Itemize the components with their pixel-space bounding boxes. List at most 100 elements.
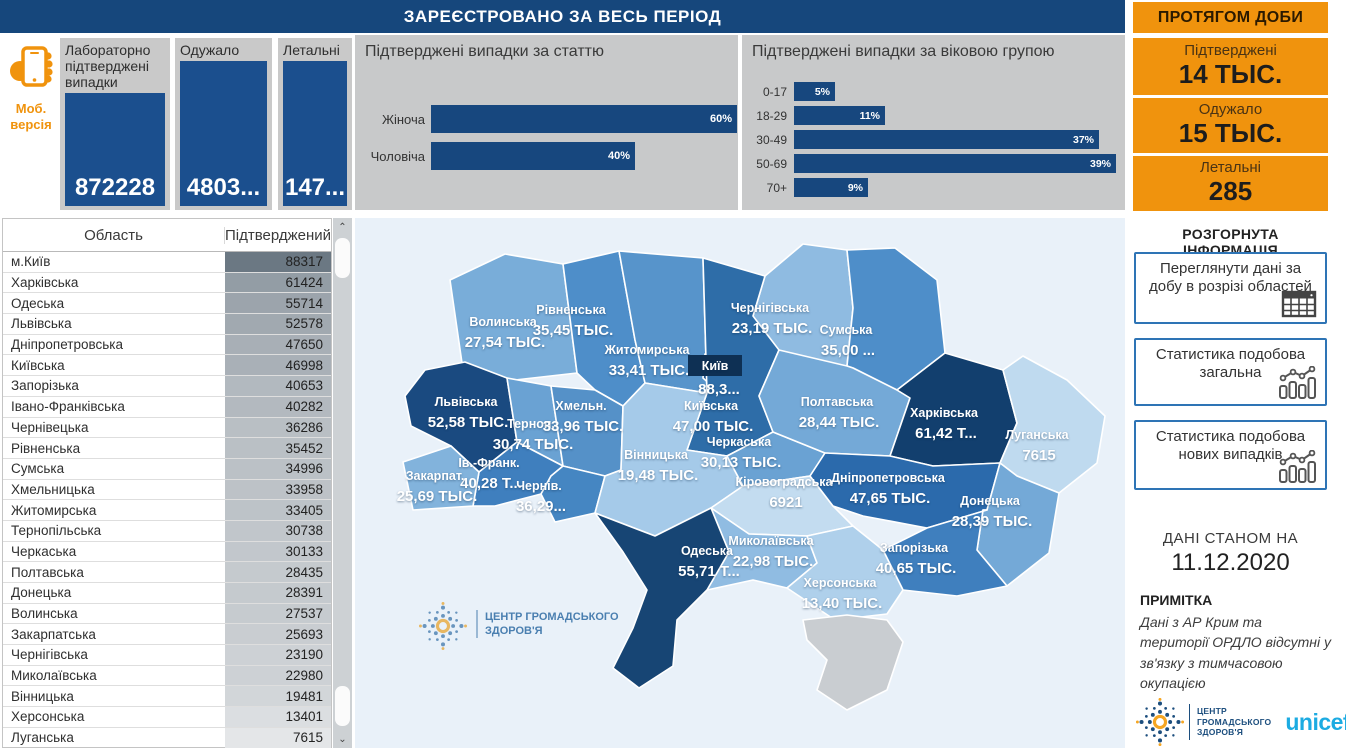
kpi-card-box: 4803... (180, 61, 267, 206)
confirmed-value-cell: 13401 (225, 707, 331, 727)
mobile-version-label: Моб. версія (10, 101, 52, 133)
bar-value-label: 9% (847, 181, 863, 194)
region-name-cell: Полтавська (11, 564, 84, 580)
table-row-Запорізька[interactable]: Запорізька 40653 (3, 376, 331, 397)
table-row-Вінницька[interactable]: Вінницька 19481 (3, 686, 331, 708)
region-name-cell: м.Київ (11, 254, 51, 270)
region-name-cell: Луганська (11, 730, 74, 746)
table-row-Одеська[interactable]: Одеська 55714 (3, 293, 331, 315)
region-name-cell: Львівська (11, 316, 72, 332)
region-name-cell: Сумська (11, 461, 65, 477)
confirmed-value-cell: 35452 (225, 438, 331, 458)
confirmed-value-cell: 7615 (225, 727, 331, 748)
confirmed-value-cell: 33958 (225, 479, 331, 500)
table-row-Львівська[interactable]: Львівська 52578 (3, 314, 331, 335)
table-row-Чернігівська[interactable]: Чернігівська 23190 (3, 645, 331, 666)
kpi-card-box: 147... (283, 61, 347, 206)
bar-category-label: 30-49 (756, 132, 787, 147)
daily-card-value: 15 ТЫС. (1178, 117, 1283, 148)
bar-category-label: 50-69 (756, 156, 787, 171)
bar-category-label: Чоловіча (370, 148, 425, 164)
confirmed-value-cell: 22980 (225, 665, 331, 686)
confirmed-value-cell: 28435 (225, 562, 331, 582)
region-name-cell: Хмельницька (11, 481, 95, 497)
map-region-volyn[interactable] (449, 253, 578, 381)
table-row-Сумська[interactable]: Сумська 34996 (3, 458, 331, 480)
table-row-Київська[interactable]: Київська 46998 (3, 355, 331, 377)
confirmed-value-cell: 40653 (225, 376, 331, 396)
button-label: Статистика подобова нових випадків (1155, 428, 1306, 463)
table-row-Івано-Франківська[interactable]: Івано-Франківська 40282 (3, 396, 331, 418)
main-header: ЗАРЕЄСТРОВАНО ЗА ВЕСЬ ПЕРІОД (0, 0, 1125, 33)
region-name-cell: Тернопільська (11, 523, 102, 539)
confirmed-value-cell: 88317 (225, 252, 331, 272)
table-row-Житомирська[interactable]: Житомирська 33405 (3, 500, 331, 521)
button-label: Переглянути дані за добу в розрізі облас… (1149, 260, 1312, 295)
table-row-Тернопільська[interactable]: Тернопільська 30738 (3, 520, 331, 542)
table-row-Чернівецька[interactable]: Чернівецька 36286 (3, 417, 331, 439)
bar-Жіноча[interactable]: 60% (431, 105, 737, 133)
table-row-Луганська[interactable]: Луганська 7615 (3, 727, 331, 748)
daily-stats-total-button[interactable]: Статистика подобова загальна (1134, 338, 1327, 406)
table-row-Волинська[interactable]: Волинська 27537 (3, 603, 331, 625)
bar-value-label: 11% (859, 109, 880, 122)
scroll-up-arrow[interactable]: ⌃ (338, 221, 347, 233)
confirmed-value-cell: 55714 (225, 293, 331, 314)
map-region-zakarpattia[interactable] (402, 445, 480, 511)
kpi-card-title: Летальні (283, 42, 340, 58)
table-row-Полтавська[interactable]: Полтавська 28435 (3, 562, 331, 583)
age-chart-title: Підтверджені випадки за віковою групою (752, 43, 1055, 60)
scroll-down-arrow[interactable]: ⌄ (338, 733, 347, 745)
bar-value-label: 40% (607, 150, 630, 162)
bar-18-29[interactable]: 11% (794, 106, 885, 125)
table-row-Рівненська[interactable]: Рівненська 35452 (3, 438, 331, 459)
map-region-luhansk[interactable] (999, 355, 1106, 494)
confirmed-value-cell: 33405 (225, 500, 331, 520)
column-header-confirmed: Підтверджений (224, 226, 332, 244)
note-title: ПРИМІТКА (1140, 592, 1213, 608)
bar-30-49[interactable]: 37% (794, 130, 1099, 149)
scrollbar-thumb-bottom[interactable] (335, 686, 350, 726)
confirmed-value-cell: 23190 (225, 645, 331, 665)
map-region-zaporizhzhia[interactable] (882, 509, 1008, 597)
table-row-Харківська[interactable]: Харківська 61424 (3, 272, 331, 294)
table-row-Черкаська[interactable]: Черкаська 30133 (3, 541, 331, 563)
map-region-odesa[interactable] (594, 507, 730, 689)
scrollbar-thumb-top[interactable] (335, 238, 350, 278)
bar-0-17[interactable]: 5% (794, 82, 835, 101)
bar-value-label: 5% (814, 85, 830, 98)
table-row-м.Київ[interactable]: м.Київ 88317 (3, 252, 331, 273)
table-row-Хмельницька[interactable]: Хмельницька 33958 (3, 479, 331, 501)
map-region-khmelnytskyi[interactable] (550, 385, 624, 477)
combo-chart-icon (1279, 450, 1316, 483)
phc-logo-text: ЦЕНТР ГРОМАДСЬКОГО ЗДОРОВ'Я (1197, 706, 1272, 738)
region-name-cell: Закарпатська (11, 626, 96, 642)
table-row-Миколаївська[interactable]: Миколаївська 22980 (3, 665, 331, 687)
kpi-card-title: Одужало (180, 42, 240, 58)
table-body: м.Київ 88317 Харківська 61424 Одеська 55714 Ль… (3, 252, 331, 748)
table-row-Донецька[interactable]: Донецька 28391 (3, 583, 331, 604)
daily-card-value: 14 ТЫС. (1178, 58, 1283, 89)
mobile-version-link[interactable]: Моб. версія (4, 44, 58, 134)
bar-50-69[interactable]: 39% (794, 154, 1116, 173)
daily-header-title: ПРОТЯГОМ ДОБИ (1157, 8, 1304, 26)
confirmed-value-cell: 40282 (225, 396, 331, 417)
table-row-Херсонська[interactable]: Херсонська 13401 (3, 707, 331, 728)
map-region-crimea[interactable] (802, 614, 904, 711)
phc-logo (1136, 698, 1184, 746)
bar-Чоловіча[interactable]: 40% (431, 142, 635, 170)
daily-stats-new-cases-button[interactable]: Статистика подобова нових випадків (1134, 420, 1327, 490)
table-header: Область Підтверджений (3, 219, 331, 252)
combo-chart-icon (1279, 366, 1316, 399)
table-scrollbar[interactable]: ⌃ ⌄ (333, 218, 352, 748)
kpi-card-confirmed: Лабораторно підтверджені випадки 872228 (60, 38, 170, 210)
bar-70+[interactable]: 9% (794, 178, 868, 197)
view-daily-by-region-button[interactable]: Переглянути дані за добу в розрізі облас… (1134, 252, 1327, 324)
confirmed-value-cell: 30133 (225, 541, 331, 562)
map-label-box-kyiv (688, 355, 742, 376)
region-name-cell: Рівненська (11, 440, 81, 456)
map-region-kherson[interactable] (786, 525, 904, 621)
table-row-Дніпропетровська[interactable]: Дніпропетровська 47650 (3, 334, 331, 356)
table-row-Закарпатська[interactable]: Закарпатська 25693 (3, 624, 331, 646)
